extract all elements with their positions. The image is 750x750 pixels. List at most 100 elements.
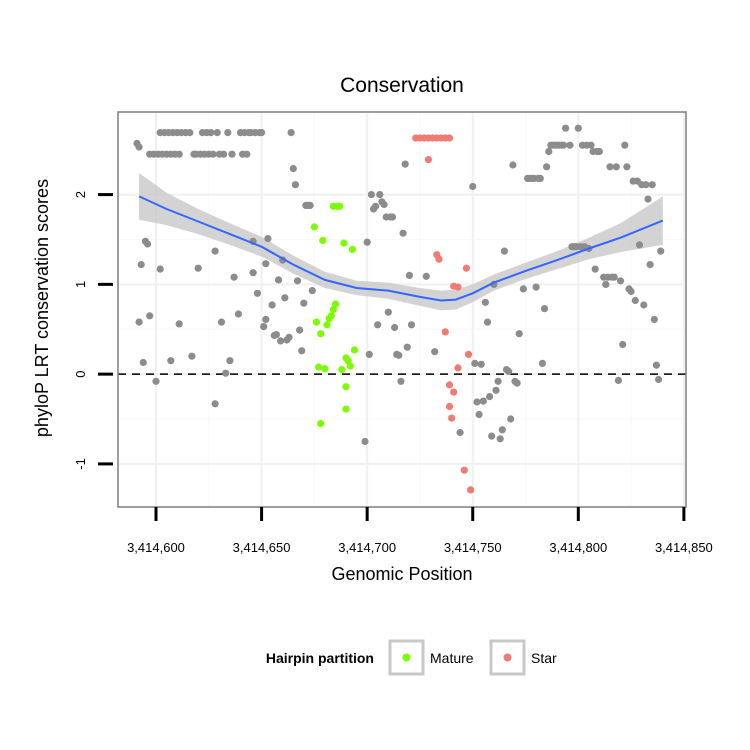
x-axis-title: Genomic Position [331,564,472,584]
point-other [380,200,388,209]
point-mature [338,366,346,374]
point-other [222,369,230,377]
point-star [441,328,449,336]
point-other [289,165,297,173]
smooth-line-group [138,195,664,302]
point-other [139,358,147,367]
point-other [513,379,521,387]
point-other [258,129,266,137]
point-other [543,163,551,171]
axes: 3,414,600 3,414,650 3,414,700 3,414,750 3,41… [73,191,713,555]
chart-title: Conservation [340,74,464,97]
legend-dot-mature [402,653,411,662]
point-other [264,235,272,243]
point-other [401,160,409,168]
points-group [133,124,665,494]
plot-panel [118,112,686,507]
point-other [655,375,663,384]
x-tick-label: 3,414,750 [444,540,502,555]
point-star [448,414,456,422]
point-other [536,174,544,182]
point-other [226,357,234,365]
point-other [559,141,568,149]
point-other [194,264,202,272]
point-other [296,326,304,334]
point-other [614,376,623,384]
point-other [152,377,160,385]
legend-item-mature: Mature [388,639,474,676]
point-other [515,330,523,338]
point-star [462,264,470,272]
confidence-ribbon-group [139,173,663,311]
y-axis-title: phyloP LRT conservation scores [32,179,52,437]
point-other [372,202,380,210]
point-other [545,147,553,156]
y-tick-label: 2 [73,191,88,198]
point-mature [329,305,337,314]
point-other [642,181,650,189]
point-mature [348,245,356,253]
smooth-line [138,195,664,302]
point-mature [312,318,321,326]
point-other [644,195,652,203]
point-mature [317,419,325,428]
point-other [146,312,154,320]
point-other [399,229,407,237]
point-other [367,191,375,199]
point-mature [319,236,327,244]
point-other [407,321,416,329]
point-star [464,350,473,358]
point-other [300,299,308,307]
point-other [167,357,175,365]
point-other [619,340,627,349]
point-other [228,150,236,158]
point-other [496,435,504,443]
y-tick-label: 0 [73,371,88,378]
point-other [298,347,306,355]
point-other [262,260,270,268]
point-other [610,273,618,281]
point-other [657,247,665,255]
point-other [422,272,430,280]
point-mature [350,346,359,354]
legend: Hairpin partition Mature Star [266,639,557,676]
point-other [156,265,164,273]
point-other [488,432,496,440]
grid [118,112,686,507]
point-mature [344,357,352,365]
point-other [646,261,654,269]
point-other [397,377,405,385]
point-other [213,129,221,137]
point-other [612,163,620,171]
point-other [175,150,183,158]
point-other [253,289,261,297]
point-other [479,397,487,405]
point-other [391,323,399,332]
point-other [135,318,143,326]
point-other [652,361,661,369]
point-other [137,261,145,269]
point-other [365,350,373,358]
x-tick-label: 3,414,600 [127,540,185,555]
point-other [498,426,506,434]
point-other [268,301,276,309]
x-tick-label: 3,414,650 [233,540,291,555]
point-other [207,129,215,137]
point-other [587,141,595,149]
legend-label-star: Star [531,650,557,666]
point-other [220,150,228,158]
legend-title: Hairpin partition [266,650,374,666]
point-other [277,337,285,345]
point-mature [321,365,329,373]
point-mature [342,405,350,413]
point-other [540,305,549,313]
point-other [234,310,242,318]
point-other [144,240,152,248]
point-mature [340,239,348,247]
point-mature [331,300,340,308]
point-star [467,486,475,494]
point-other [483,318,492,326]
point-other [631,296,639,305]
point-other [648,181,656,189]
